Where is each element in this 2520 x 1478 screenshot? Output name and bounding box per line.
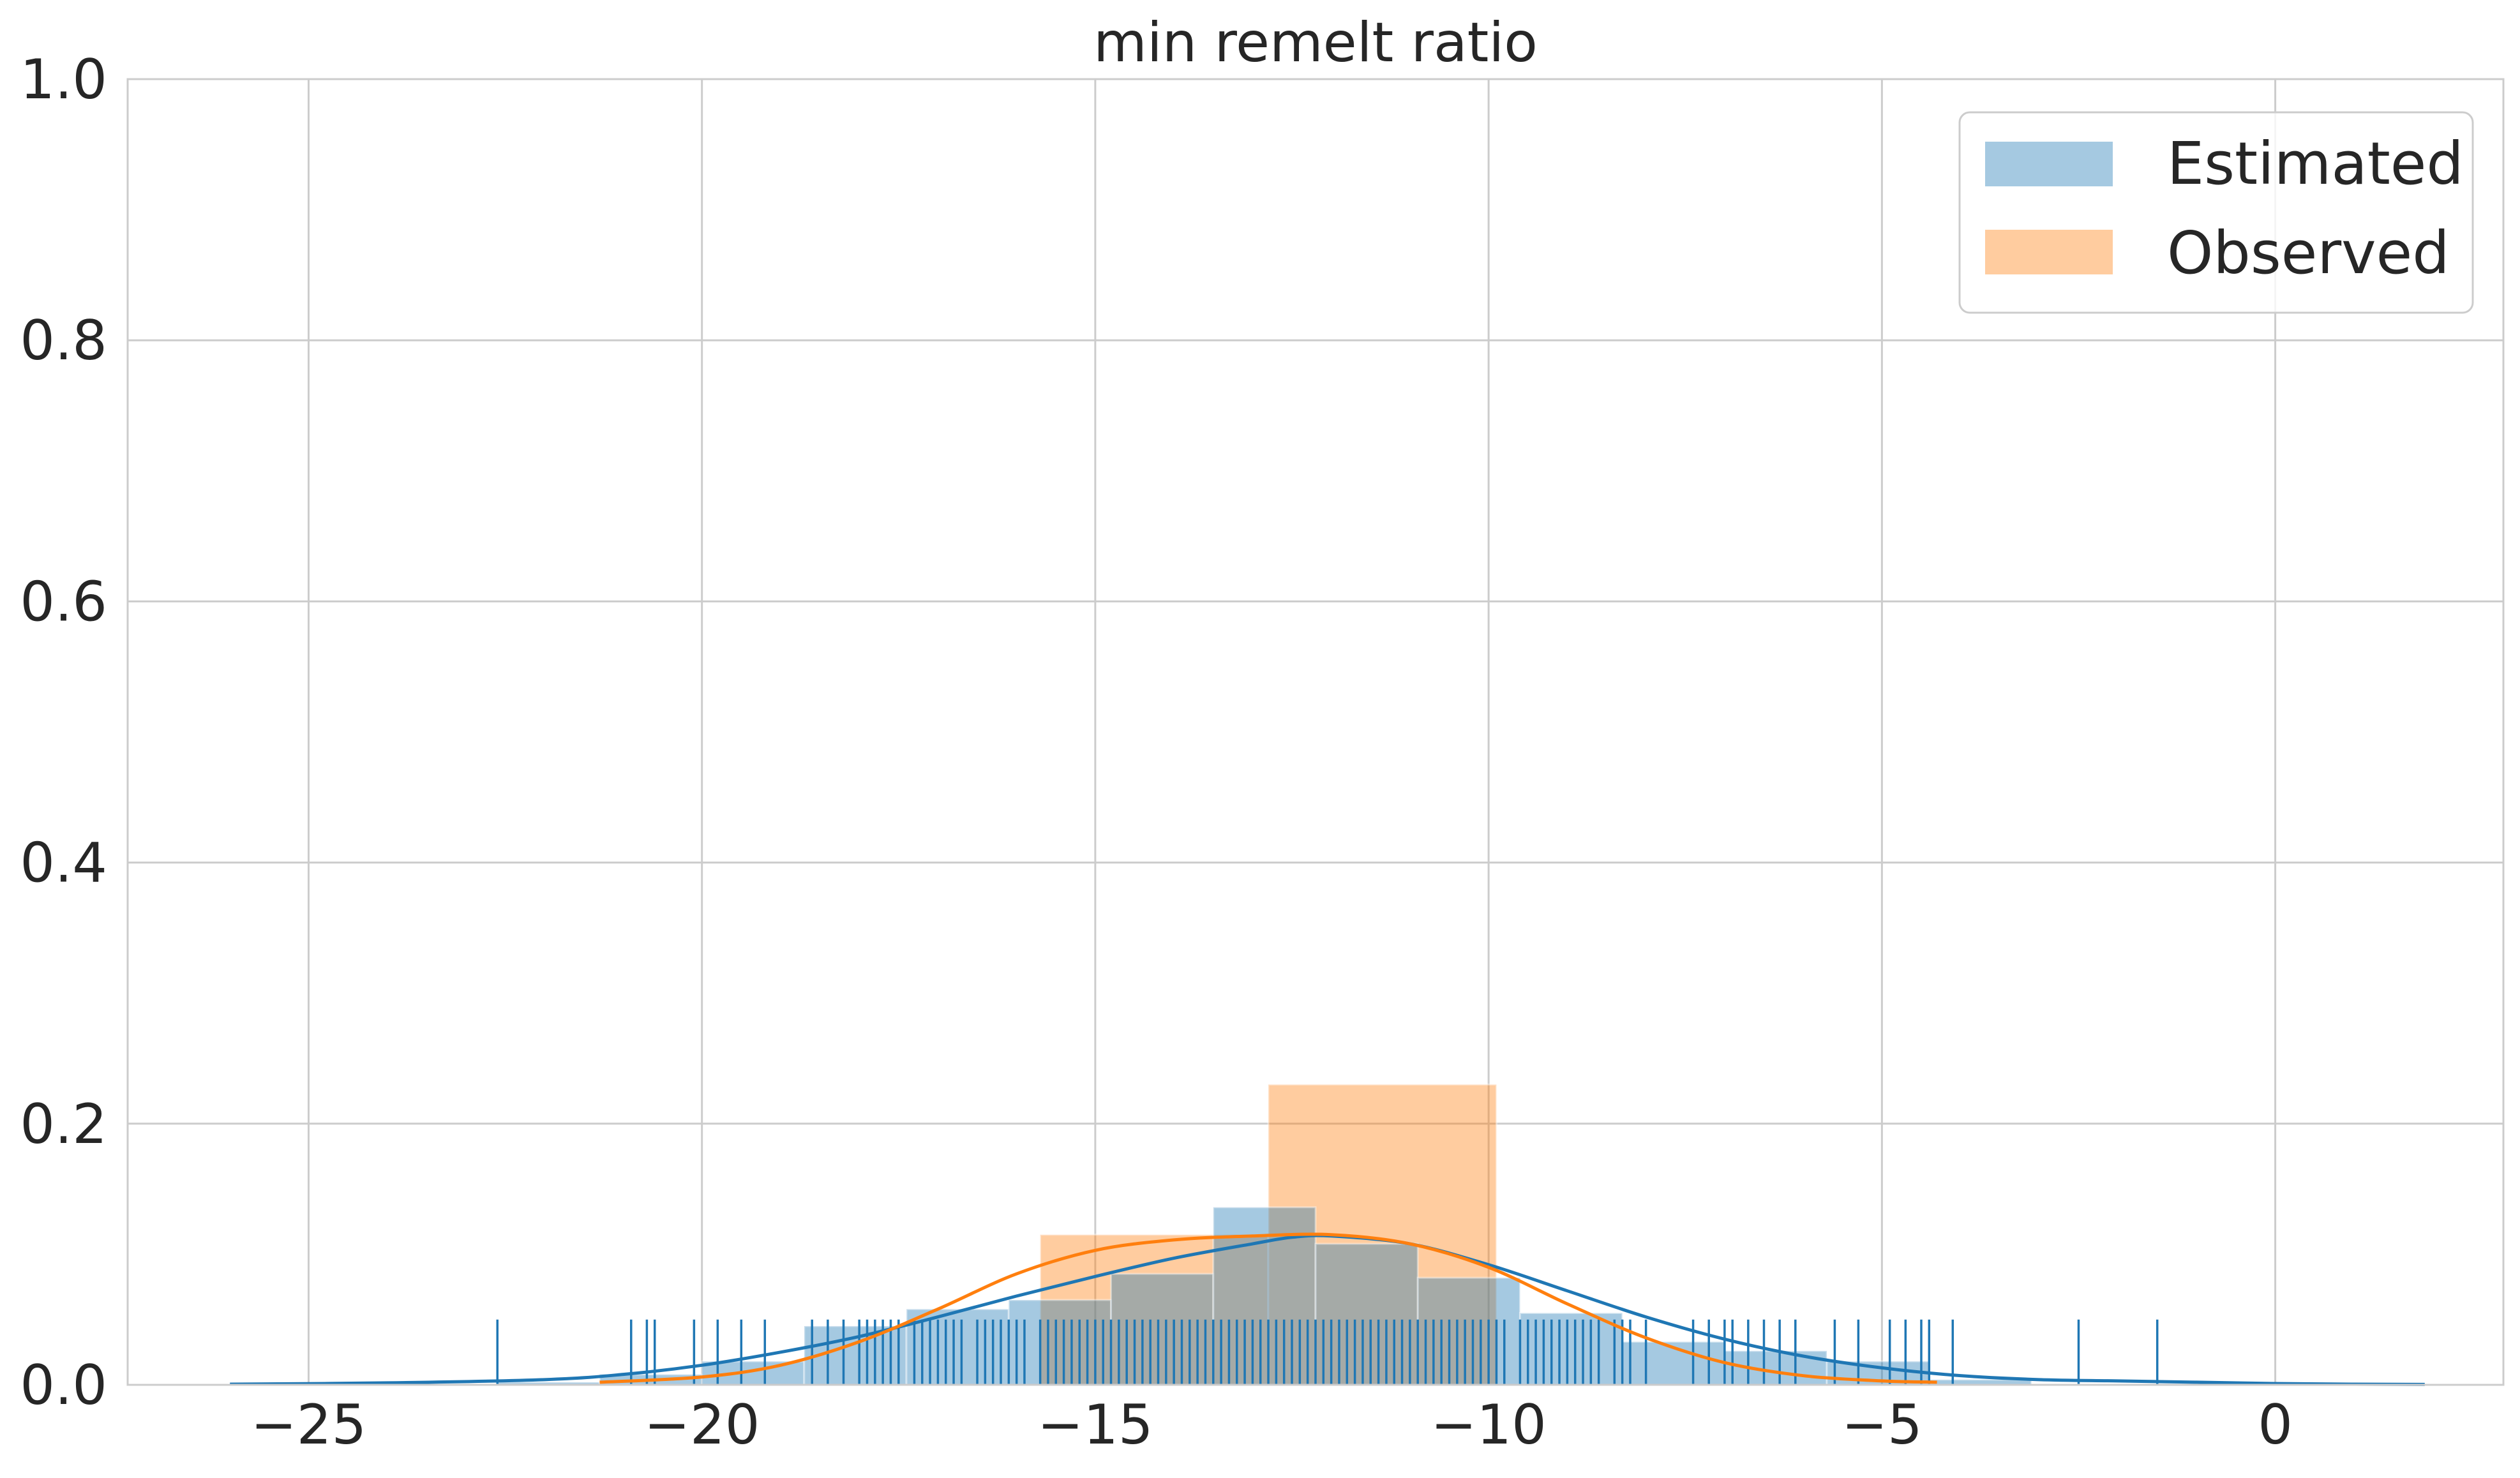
y-axis-tick-labels: 0.0 0.2 0.4 0.6 0.8 1.0 <box>20 48 107 1417</box>
x-tick-label: −5 <box>1841 1393 1923 1457</box>
observed-bar <box>1039 1234 1270 1386</box>
y-tick-label: 0.4 <box>20 832 107 895</box>
estimated-bar <box>1110 1273 1215 1386</box>
y-tick-label: 0.2 <box>20 1093 107 1156</box>
legend-label-estimated: Estimated <box>2167 130 2464 198</box>
estimated-bar <box>1519 1311 1624 1386</box>
estimated-histogram-bars <box>496 1206 2033 1386</box>
kde-curves <box>230 1232 2425 1386</box>
legend-swatch-estimated <box>1985 142 2113 186</box>
y-tick-label: 0.6 <box>20 570 107 634</box>
x-axis-tick-labels: −25 −20 −15 −10 −5 0 <box>251 1393 2293 1457</box>
legend-box <box>1958 111 2474 314</box>
x-tick-label: −10 <box>1430 1393 1547 1457</box>
observed-kde-line <box>599 1232 1937 1384</box>
legend: Estimated Observed <box>1958 111 2474 314</box>
observed-histogram-bars <box>1039 1083 1497 1386</box>
x-tick-label: −25 <box>251 1393 367 1457</box>
legend-label-observed: Observed <box>2167 219 2450 287</box>
x-tick-label: −20 <box>644 1393 760 1457</box>
x-tick-label: −15 <box>1037 1393 1153 1457</box>
plot-frame <box>126 78 2505 1386</box>
y-tick-label: 1.0 <box>20 48 107 112</box>
y-tick-label: 0.0 <box>20 1354 107 1417</box>
legend-swatch-observed <box>1985 230 2113 274</box>
x-tick-label: 0 <box>2258 1393 2293 1457</box>
y-tick-label: 0.8 <box>20 309 107 373</box>
estimated-bar <box>1314 1243 1419 1386</box>
estimated-rug-marks <box>496 1319 2159 1385</box>
estimated-bar <box>1416 1276 1521 1386</box>
chart-title: min remelt ratio <box>1093 11 1538 75</box>
